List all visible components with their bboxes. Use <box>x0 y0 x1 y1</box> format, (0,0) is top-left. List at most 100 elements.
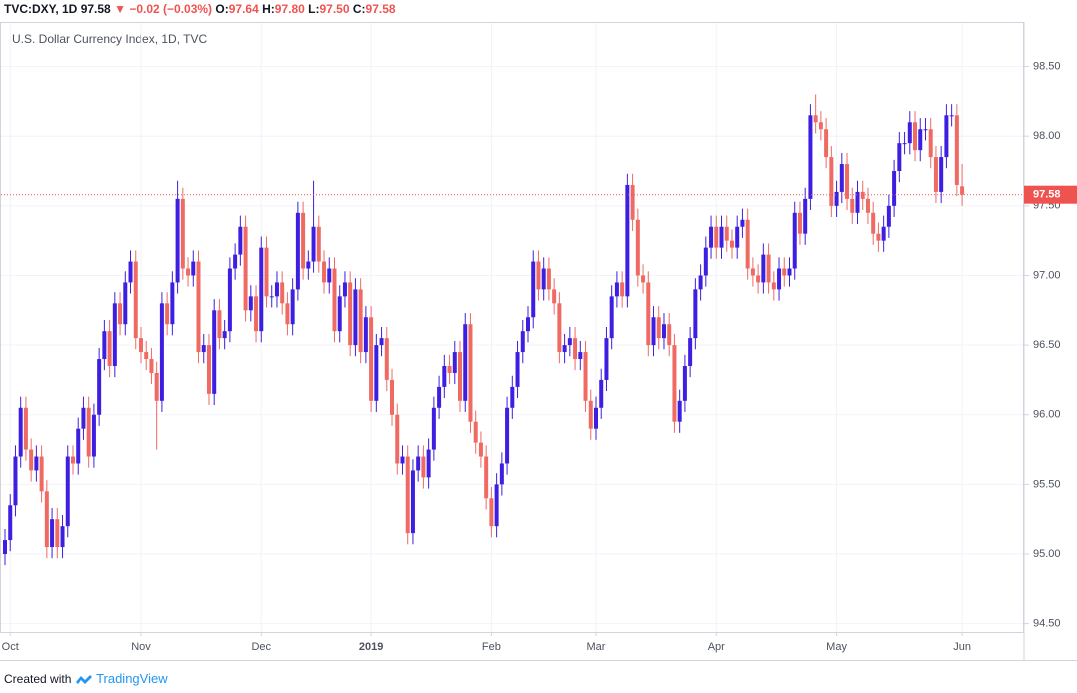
candle-body <box>379 338 384 346</box>
candle-body <box>703 247 708 276</box>
candle-body <box>97 359 102 415</box>
footer-brand[interactable]: TradingView <box>96 671 168 686</box>
candle-body <box>761 254 766 283</box>
candle-body <box>834 191 839 206</box>
candle-body <box>337 296 342 332</box>
candle-body <box>913 122 918 151</box>
chart-title: U.S. Dollar Currency Index, 1D, TVC <box>12 32 208 46</box>
ohlc-field-label: C: <box>352 2 366 16</box>
candle-body <box>881 226 886 241</box>
x-tick-label: Apr <box>708 641 725 653</box>
candle-body <box>803 198 808 234</box>
candle-body <box>960 186 965 195</box>
candle-body <box>651 317 656 346</box>
plot-frame <box>0 22 1024 633</box>
candle-body <box>855 191 860 213</box>
candle-body <box>473 421 478 443</box>
y-tick-label: 95.50 <box>1033 478 1061 490</box>
change: −0.02 (−0.03%) <box>129 2 213 16</box>
y-tick-label: 97.00 <box>1033 269 1061 281</box>
candle-body <box>60 526 65 548</box>
candle-body <box>766 254 771 283</box>
candle-body <box>332 268 337 332</box>
candle-body <box>212 310 217 394</box>
candle-body <box>154 372 159 401</box>
candle-body <box>656 317 661 339</box>
x-tick-label: Jun <box>953 641 971 653</box>
candle-body <box>107 331 112 366</box>
candle-body <box>515 352 520 387</box>
candle-body <box>939 157 944 192</box>
candle-body <box>65 456 70 527</box>
ohlc-field-value: 97.80 <box>274 2 305 16</box>
ohlc-field-label: L: <box>308 2 320 16</box>
candle-body <box>405 456 410 534</box>
legend-header: TVC:DXY, 1D 97.58 ▼ −0.02 (−0.03%) O:97.… <box>4 2 396 16</box>
candle-body <box>280 282 285 304</box>
candle-body <box>865 198 870 213</box>
candle-body <box>750 268 755 276</box>
candle-body <box>34 456 39 471</box>
candle-body <box>70 456 75 464</box>
candle-body <box>635 219 640 276</box>
candle-body <box>186 268 191 276</box>
candle-body <box>290 289 295 325</box>
ohlc-field-value: 97.64 <box>228 2 259 16</box>
candle-body <box>348 282 353 346</box>
candle-body <box>243 226 248 311</box>
candle-body <box>206 345 211 394</box>
candle-body <box>447 365 452 373</box>
candle-body <box>13 456 18 506</box>
candle-body <box>484 456 489 499</box>
logo <box>75 675 92 684</box>
candle-body <box>782 268 787 276</box>
x-tick-label: Dec <box>251 641 271 653</box>
candle-body <box>353 289 358 346</box>
candle-body <box>735 226 740 248</box>
candle-body <box>133 261 138 339</box>
candle-body <box>625 184 630 297</box>
candle-body <box>641 275 646 283</box>
candle-body <box>86 407 91 457</box>
ohlc-field-value: 97.58 <box>365 2 396 16</box>
candle-body <box>395 414 400 464</box>
candle-body <box>431 407 436 450</box>
candle-body <box>165 303 170 325</box>
candle-body <box>494 484 499 527</box>
candle-body <box>797 212 802 234</box>
candle-body <box>8 505 13 541</box>
candle-body <box>311 226 316 262</box>
candle-body <box>588 400 593 429</box>
candle-body <box>541 268 546 290</box>
candle-body <box>18 407 23 457</box>
candle-body <box>756 275 761 283</box>
candle-body <box>264 247 269 297</box>
candle-body <box>478 442 483 457</box>
candle-body <box>593 407 598 429</box>
candle-body <box>672 345 677 422</box>
candle-body <box>944 115 949 158</box>
candle-body <box>510 386 515 408</box>
candle-body <box>306 261 311 269</box>
candle-body <box>714 226 719 248</box>
candle-body <box>609 296 614 339</box>
candle-body <box>661 324 666 339</box>
candle-body <box>813 115 818 123</box>
candle-body <box>630 184 635 220</box>
candle-body <box>583 352 588 401</box>
candle-body <box>149 359 154 373</box>
candle-body <box>818 122 823 130</box>
candle-body <box>824 129 829 158</box>
candle-body <box>222 331 227 339</box>
x-tick-label: 2019 <box>359 641 383 653</box>
candle-body <box>787 268 792 276</box>
candle-body <box>489 498 494 527</box>
footer-text: Created with <box>4 672 72 686</box>
candle-body <box>808 115 813 199</box>
candle-body <box>614 282 619 297</box>
candle-body <box>526 317 530 332</box>
candle-body <box>274 282 279 297</box>
candle-body <box>907 122 912 144</box>
candle-body <box>452 352 457 373</box>
candle-body <box>839 164 844 192</box>
